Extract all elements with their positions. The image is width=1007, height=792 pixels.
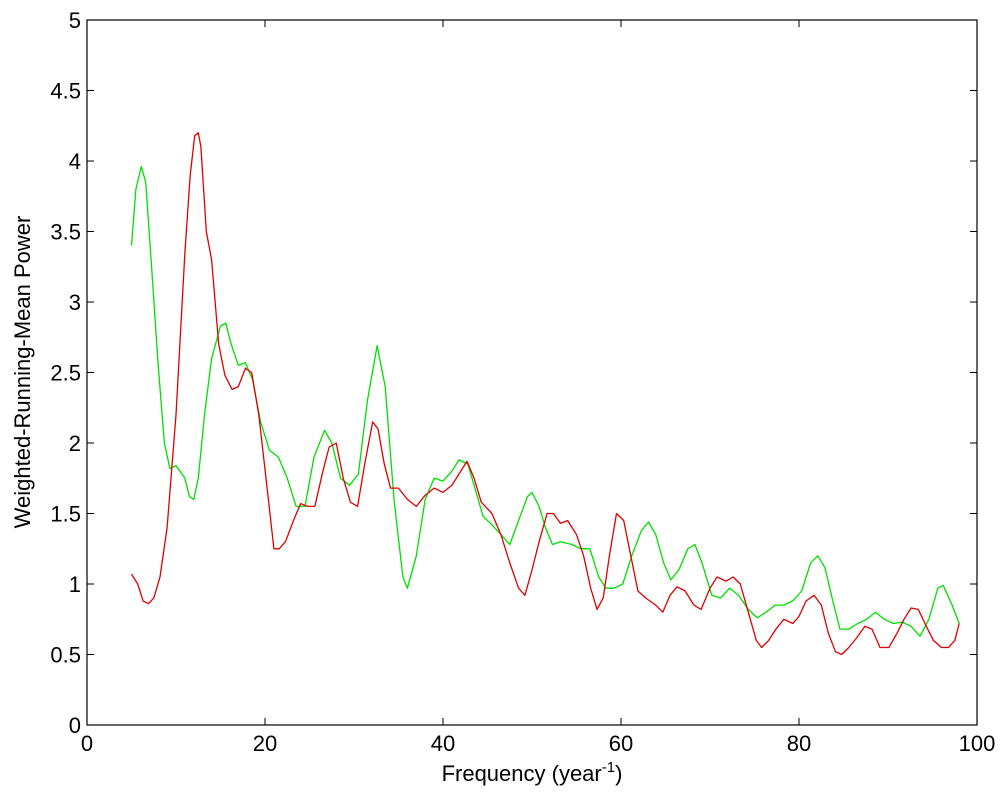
y-tick-label: 5 [69,8,81,33]
x-tick-label: 60 [609,731,633,756]
tick-labels: 0 20 40 60 80 100 0 0.5 1 1.5 2 2.5 3 3.5 4 4.5 5 [50,8,995,756]
x-tick-label: 100 [959,731,996,756]
y-axis-title: Weighted-Running-Mean Power [10,216,35,529]
plot-area [86,19,978,726]
x-tick-label: 80 [787,731,811,756]
series-layer [130,132,960,656]
x-axis-title: Frequency (year-1) [442,759,623,786]
y-tick-label: 3 [69,290,81,315]
x-tick-label: 0 [81,731,93,756]
y-tick-label: 2 [69,431,81,456]
axis-ticks [86,19,978,726]
x-tick-label: 20 [253,731,277,756]
y-tick-label: 4.5 [50,79,81,104]
y-tick-label: 1 [69,572,81,597]
y-tick-label: 0 [69,713,81,738]
y-tick-label: 0.5 [50,643,81,668]
y-tick-label: 3.5 [50,220,81,245]
y-tick-label: 1.5 [50,502,81,527]
series-line-2 [130,132,960,656]
y-tick-label: 4 [69,149,81,174]
x-tick-label: 40 [431,731,455,756]
y-tick-label: 2.5 [50,361,81,386]
series-line-1 [130,165,960,637]
